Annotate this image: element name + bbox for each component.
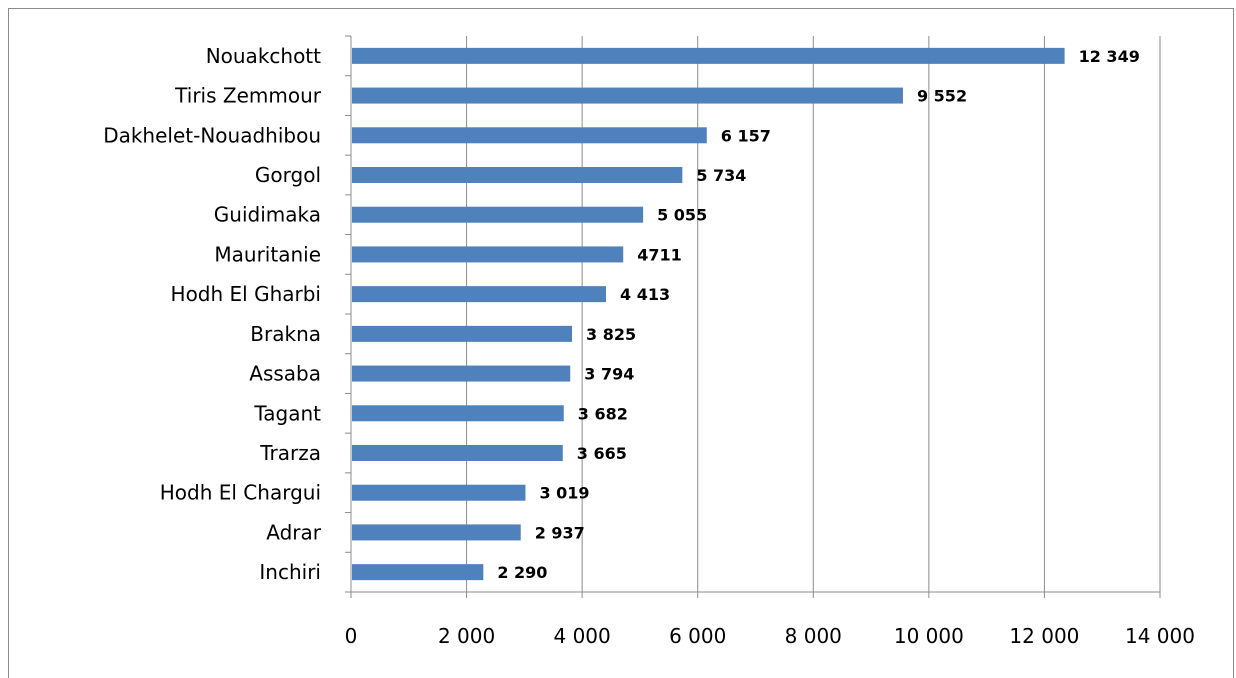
bar [352, 484, 526, 501]
data-label: 9 552 [917, 87, 967, 106]
category-label: Tagant [253, 401, 321, 425]
category-label: Mauritanie [214, 242, 321, 266]
bars [352, 47, 1065, 581]
bar [352, 286, 607, 303]
labels: 0 2 000 4 000 6 000 8 000 10 000 12 000 14 000 N… [103, 44, 1195, 648]
data-label: 4 413 [620, 285, 670, 304]
data-label: 3 019 [539, 484, 589, 503]
bar [352, 206, 644, 223]
bar [352, 47, 1065, 64]
data-label: 4711 [637, 245, 682, 264]
x-tick-label: 0 [345, 624, 358, 648]
x-tick-label: 8 000 [785, 624, 842, 648]
data-label: 12 349 [1079, 47, 1140, 66]
bar [352, 445, 563, 461]
category-label: Brakna [250, 322, 321, 346]
bar [352, 127, 707, 144]
bar [352, 564, 484, 581]
x-tick-label: 2 000 [438, 624, 495, 648]
category-label: Gorgol [255, 163, 321, 187]
x-tick-label: 4 000 [554, 624, 611, 648]
bar [352, 87, 903, 104]
data-label: 3 825 [586, 325, 636, 344]
data-label: 3 665 [577, 444, 627, 463]
category-label: Tiris Zemmour [174, 84, 322, 108]
bar [352, 167, 683, 183]
data-label: 2 290 [497, 563, 547, 582]
x-tick-label: 6 000 [669, 624, 726, 648]
bar [352, 325, 573, 342]
bar [352, 405, 564, 422]
category-label: Nouakchott [206, 44, 321, 68]
bar [352, 524, 521, 541]
data-label: 3 794 [584, 365, 634, 384]
data-label: 3 682 [578, 404, 628, 423]
data-label: 5 734 [696, 166, 746, 185]
category-label: Adrar [266, 520, 322, 544]
chart-frame [8, 8, 1234, 678]
category-label: Guidimaka [214, 203, 321, 227]
category-label: Hodh El Chargui [160, 481, 321, 505]
category-label: Trarza [259, 441, 321, 465]
category-label: Inchiri [259, 560, 321, 584]
gridlines [466, 36, 1161, 592]
bar [352, 365, 571, 382]
data-label: 6 157 [721, 126, 771, 145]
x-tick-label: 12 000 [1009, 624, 1079, 648]
x-tick-label: 14 000 [1125, 624, 1195, 648]
category-label: Assaba [249, 362, 321, 386]
x-tick-label: 10 000 [894, 624, 964, 648]
category-label: Hodh El Gharbi [171, 282, 321, 306]
category-label: Dakhelet-Nouadhibou [103, 123, 321, 147]
axes [345, 35, 1161, 598]
bar [352, 246, 624, 263]
data-label: 2 937 [535, 523, 585, 542]
data-label: 5 055 [657, 206, 707, 225]
